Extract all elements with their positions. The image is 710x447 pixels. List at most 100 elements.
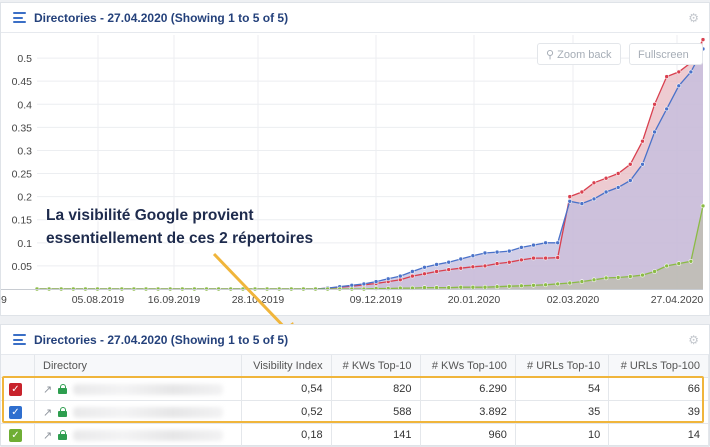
menu-icon[interactable]: [13, 334, 26, 345]
y-tick-label: 0.05: [12, 261, 33, 273]
series-2-point: [700, 203, 706, 209]
kws-top10-cell: 588: [331, 400, 421, 424]
series-0-point: [579, 189, 585, 195]
series-0-point: [627, 162, 633, 167]
series-0-point: [676, 69, 682, 75]
row-checkbox[interactable]: ✓: [9, 428, 22, 442]
y-tick-label: 0.15: [12, 215, 33, 227]
series-1-area: [37, 48, 703, 290]
x-tick-label: 28.10.2019: [232, 294, 285, 306]
series-2-point: [531, 283, 536, 288]
column-header-kws-top100[interactable]: # KWs Top-100: [420, 355, 516, 378]
blurred-directory-name: [73, 406, 224, 418]
series-2-point: [603, 275, 609, 281]
visibility-chart: 0.05 0.1 0.15 0.2 0.25 0.3 0.35 0.4 0.45 0.5 9 05.0…: [1, 35, 706, 306]
annotation-text: La visibilité Google provient essentiell…: [46, 204, 313, 250]
series-2-point: [615, 275, 621, 280]
table-header-row: Directory Visibility Index # KWs Top-10 …: [1, 355, 709, 378]
series-1-point: [494, 249, 500, 255]
series-2-point: [519, 283, 524, 289]
urls-top10-cell: 10: [515, 423, 610, 447]
series-1-point: [615, 185, 621, 190]
series-2-point: [640, 272, 645, 278]
series-1-point: [640, 162, 645, 167]
row-checkbox[interactable]: ✓: [9, 382, 22, 396]
series-2-point: [627, 274, 633, 279]
visibility-cell: 0,52: [241, 400, 332, 424]
fullscreen-button[interactable]: Fullscreen: [629, 43, 703, 65]
lock-icon: [58, 407, 68, 417]
series-1-point: [470, 253, 476, 258]
series-1-point: [555, 240, 561, 246]
y-tick-label: 0.25: [12, 169, 33, 181]
row-checkbox[interactable]: ✓: [9, 405, 22, 419]
series-1-point: [397, 273, 403, 279]
series-0-point: [458, 265, 464, 271]
series-0-point: [410, 273, 415, 279]
external-link-icon[interactable]: ↗: [43, 406, 53, 419]
column-header-urls-top100[interactable]: # URLs Top-100: [608, 355, 709, 378]
series-0-point: [640, 138, 645, 144]
series-2-point: [543, 282, 548, 288]
series-1-point: [603, 189, 609, 195]
kws-top100-cell: 960: [420, 423, 516, 447]
menu-icon[interactable]: [13, 12, 26, 23]
table-panel-header: Directories - 27.04.2020 (Showing 1 to 5…: [1, 325, 709, 355]
series-1-point: [434, 262, 439, 267]
x-tick-label: 16.09.2019: [148, 294, 201, 306]
external-link-icon[interactable]: ↗: [43, 429, 53, 442]
series-0-point: [615, 171, 621, 176]
series-1-point: [688, 69, 694, 75]
urls-top10-cell: 54: [515, 377, 610, 401]
directory-cell: ↗: [34, 400, 242, 424]
x-tick-label: 02.03.2020: [547, 294, 600, 306]
series-0-point: [506, 259, 512, 265]
column-header-directory[interactable]: Directory: [34, 355, 242, 378]
column-header-visibility[interactable]: Visibility Index: [241, 355, 332, 378]
series-2-point: [567, 280, 573, 286]
series-1-point: [676, 83, 682, 89]
series-1-point: [482, 250, 488, 256]
external-link-icon[interactable]: ↗: [43, 383, 53, 396]
series-1-point: [579, 201, 585, 206]
lock-icon: [58, 384, 68, 394]
annotation-line-1: La visibilité Google provient: [46, 207, 254, 224]
series-2-point: [482, 284, 488, 290]
series-2-point: [664, 263, 670, 269]
row-select-cell: ✓: [1, 423, 35, 447]
gear-icon[interactable]: ⚙: [688, 11, 699, 25]
series-1-point: [410, 269, 415, 274]
series-0-point: [482, 263, 488, 269]
series-1-point: [627, 178, 633, 183]
column-header-kws-top10[interactable]: # KWs Top-10: [331, 355, 421, 378]
table-panel-title: Directories - 27.04.2020 (Showing 1 to 5…: [34, 332, 289, 347]
series-2-point: [458, 284, 464, 290]
table-row[interactable]: ✓ ↗ 0,52 588 3.892 35 39: [1, 400, 709, 424]
table-row[interactable]: ✓ ↗ 0,18 141 960 10 14: [1, 423, 709, 447]
gear-icon[interactable]: ⚙: [688, 333, 699, 347]
series-0-point: [664, 74, 670, 79]
series-0-point: [519, 257, 524, 263]
table-panel: Directories - 27.04.2020 (Showing 1 to 5…: [0, 324, 710, 447]
table-row[interactable]: ✓ ↗ 0,54 820 6.290 54 66: [1, 377, 709, 401]
x-tick-label: 9: [1, 294, 7, 306]
y-tick-label: 0.35: [12, 122, 33, 134]
chart-panel-title: Directories - 27.04.2020 (Showing 1 to 5…: [34, 10, 289, 25]
series-1-point: [422, 265, 427, 270]
series-2-point: [591, 277, 597, 283]
series-2-point: [652, 269, 657, 274]
series-1-point: [458, 256, 464, 262]
series-2-point: [470, 284, 476, 290]
kws-top10-cell: 820: [331, 377, 421, 401]
zoom-back-button[interactable]: ⚲ Zoom back: [537, 43, 621, 65]
series-0-point: [700, 37, 706, 42]
series-1-point: [531, 242, 536, 248]
series-1-point: [543, 240, 548, 246]
y-tick-label: 0.1: [17, 238, 32, 250]
column-header-urls-top10[interactable]: # URLs Top-10: [515, 355, 610, 378]
series-1-point: [519, 245, 524, 250]
series-2-point: [555, 281, 561, 287]
visibility-cell: 0,18: [241, 423, 332, 447]
directories-table: Directory Visibility Index # KWs Top-10 …: [1, 355, 709, 447]
series-2-area: [37, 205, 703, 289]
